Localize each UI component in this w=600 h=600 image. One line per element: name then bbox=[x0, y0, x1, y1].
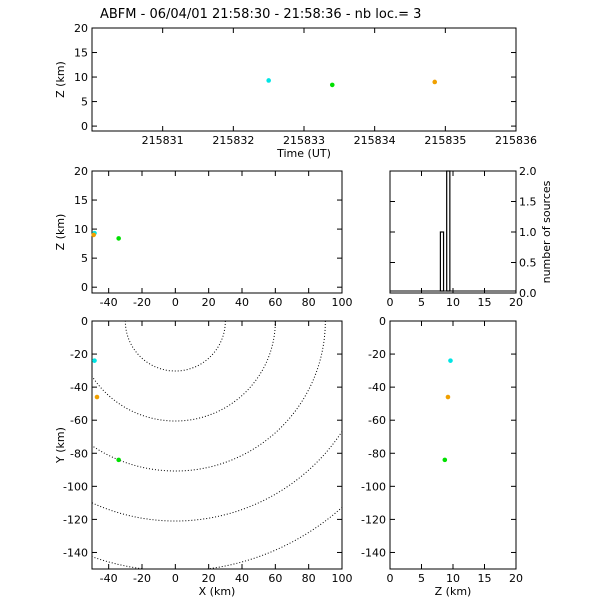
chart-3-xtick-label-0: -40 bbox=[100, 572, 118, 585]
chart-2-bar-1 bbox=[446, 170, 451, 292]
chart-0-xlabel: Time (UT) bbox=[276, 147, 331, 160]
chart-0-xtick-label-1: 215832 bbox=[212, 134, 254, 147]
chart-3-range-ring-1 bbox=[92, 321, 276, 422]
chart-4-xlabel: Z (km) bbox=[435, 585, 472, 598]
chart-0-point-2 bbox=[432, 79, 438, 85]
chart-0-xtick-label-5: 215836 bbox=[495, 134, 537, 147]
chart-1-ytick-label-1: 5 bbox=[81, 252, 88, 265]
chart-0-xtick-label-4: 215835 bbox=[424, 134, 466, 147]
chart-4-point-0 bbox=[448, 358, 453, 363]
chart-2-ytick-label-1: 0.5 bbox=[519, 257, 537, 270]
chart-3-ylabel: Y (km) bbox=[54, 427, 67, 464]
chart-4-xtick-label-4: 20 bbox=[509, 572, 523, 585]
chart-1-xtick-label-4: 40 bbox=[235, 296, 249, 309]
chart-0-ytick-label-3: 15 bbox=[74, 47, 88, 60]
chart-0-point-1 bbox=[329, 82, 335, 88]
chart-0-point-0 bbox=[266, 78, 271, 83]
chart-1-ytick-label-2: 10 bbox=[74, 223, 88, 236]
chart-3-ytick-label-1: -20 bbox=[70, 348, 88, 361]
chart-2-xtick-label-2: 10 bbox=[446, 296, 460, 309]
chart-3-range-ring-0 bbox=[124, 321, 226, 372]
chart-4-ytick-label-2: -40 bbox=[368, 381, 386, 394]
chart-3-point-1 bbox=[94, 394, 100, 400]
chart-1-xtick-label-5: 60 bbox=[268, 296, 282, 309]
chart-3-xtick-label-3: 20 bbox=[202, 572, 216, 585]
chart-1-xtick-label-0: -40 bbox=[100, 296, 118, 309]
chart-3-ytick-label-4: -80 bbox=[70, 447, 88, 460]
chart-3-point-2 bbox=[116, 457, 121, 463]
chart-3-ytick-label-0: 0 bbox=[81, 315, 88, 328]
chart-3-frame bbox=[91, 320, 343, 570]
chart-1-ylabel: Z (km) bbox=[54, 214, 67, 251]
chart-0-ytick-label-0: 0 bbox=[81, 120, 88, 133]
chart-3-ytick-label-3: -60 bbox=[70, 414, 88, 427]
chart-4-ytick-label-0: 0 bbox=[379, 315, 386, 328]
chart-4-ytick-label-3: -60 bbox=[368, 414, 386, 427]
chart-3-ytick-label-2: -40 bbox=[70, 381, 88, 394]
chart-1-ytick-label-4: 20 bbox=[74, 165, 88, 178]
chart-1-ytick-label-3: 15 bbox=[74, 194, 88, 207]
chart-0-frame bbox=[91, 27, 517, 132]
chart-4-ytick-label-4: -80 bbox=[368, 447, 386, 460]
chart-2-xtick-label-4: 20 bbox=[509, 296, 523, 309]
chart-2-bar-0 bbox=[439, 231, 445, 292]
chart-3-xtick-label-4: 40 bbox=[235, 572, 249, 585]
chart-1-ytick-label-0: 0 bbox=[81, 281, 88, 294]
chart-3-ytick-label-6: -120 bbox=[63, 513, 88, 526]
chart-3-ytick-label-7: -140 bbox=[63, 546, 88, 559]
chart-2-ylabel: number of sources bbox=[540, 180, 553, 283]
chart-2-ytick-label-4: 2.0 bbox=[519, 165, 537, 178]
chart-2-xtick-label-0: 0 bbox=[387, 296, 394, 309]
chart-4-point-2 bbox=[442, 457, 448, 463]
chart-4-ytick-label-1: -20 bbox=[368, 348, 386, 361]
chart-3-ytick-label-5: -100 bbox=[63, 480, 88, 493]
chart-0-xtick-label-2: 215833 bbox=[283, 134, 325, 147]
chart-0-ytick-label-4: 20 bbox=[74, 22, 88, 35]
chart-4-xtick-label-2: 10 bbox=[446, 572, 460, 585]
chart-2-frame bbox=[389, 170, 517, 294]
chart-1-xtick-label-1: -20 bbox=[133, 296, 151, 309]
chart-4-xtick-label-3: 15 bbox=[478, 572, 492, 585]
chart-3-xtick-label-2: 0 bbox=[172, 572, 179, 585]
chart-2-ytick-label-2: 1.0 bbox=[519, 226, 537, 239]
chart-0-ylabel: Z (km) bbox=[54, 61, 67, 98]
chart-3-xtick-label-1: -20 bbox=[133, 572, 151, 585]
chart-3-xtick-label-7: 100 bbox=[332, 572, 353, 585]
chart-3-point-0 bbox=[92, 358, 97, 363]
chart-2-xtick-label-1: 5 bbox=[418, 296, 425, 309]
chart-4-xtick-label-0: 0 bbox=[387, 572, 394, 585]
chart-3-xtick-label-5: 60 bbox=[268, 572, 282, 585]
chart-4-ytick-label-6: -120 bbox=[361, 513, 386, 526]
chart-0-ytick-label-1: 5 bbox=[81, 96, 88, 109]
chart-0-xtick-label-0: 215831 bbox=[142, 134, 184, 147]
chart-3-xtick-label-6: 80 bbox=[302, 572, 316, 585]
chart-3-xlabel: X (km) bbox=[199, 585, 236, 598]
chart-1-point-2 bbox=[116, 236, 121, 241]
chart-1-xtick-label-2: 0 bbox=[172, 296, 179, 309]
chart-1-frame bbox=[91, 170, 343, 294]
chart-3-rings bbox=[92, 321, 342, 569]
chart-4-ytick-label-5: -100 bbox=[361, 480, 386, 493]
chart-1-xtick-label-6: 80 bbox=[302, 296, 316, 309]
chart-1-point-1 bbox=[91, 232, 96, 238]
chart-4-frame bbox=[389, 320, 517, 570]
chart-4-xtick-label-1: 5 bbox=[418, 572, 425, 585]
chart-0-ytick-label-2: 10 bbox=[74, 71, 88, 84]
chart-2-xtick-label-3: 15 bbox=[478, 296, 492, 309]
chart-1-xtick-label-3: 20 bbox=[202, 296, 216, 309]
chart-1-xtick-label-7: 100 bbox=[332, 296, 353, 309]
chart-0-xtick-label-3: 215834 bbox=[354, 134, 396, 147]
chart-4-ytick-label-7: -140 bbox=[361, 546, 386, 559]
chart-4-point-1 bbox=[445, 394, 451, 400]
figure-title: ABFM - 06/04/01 21:58:30 - 21:58:36 - nb… bbox=[100, 7, 421, 22]
chart-2-ytick-label-3: 1.5 bbox=[519, 196, 537, 209]
chart-2-ytick-label-0: 0.0 bbox=[519, 287, 537, 300]
